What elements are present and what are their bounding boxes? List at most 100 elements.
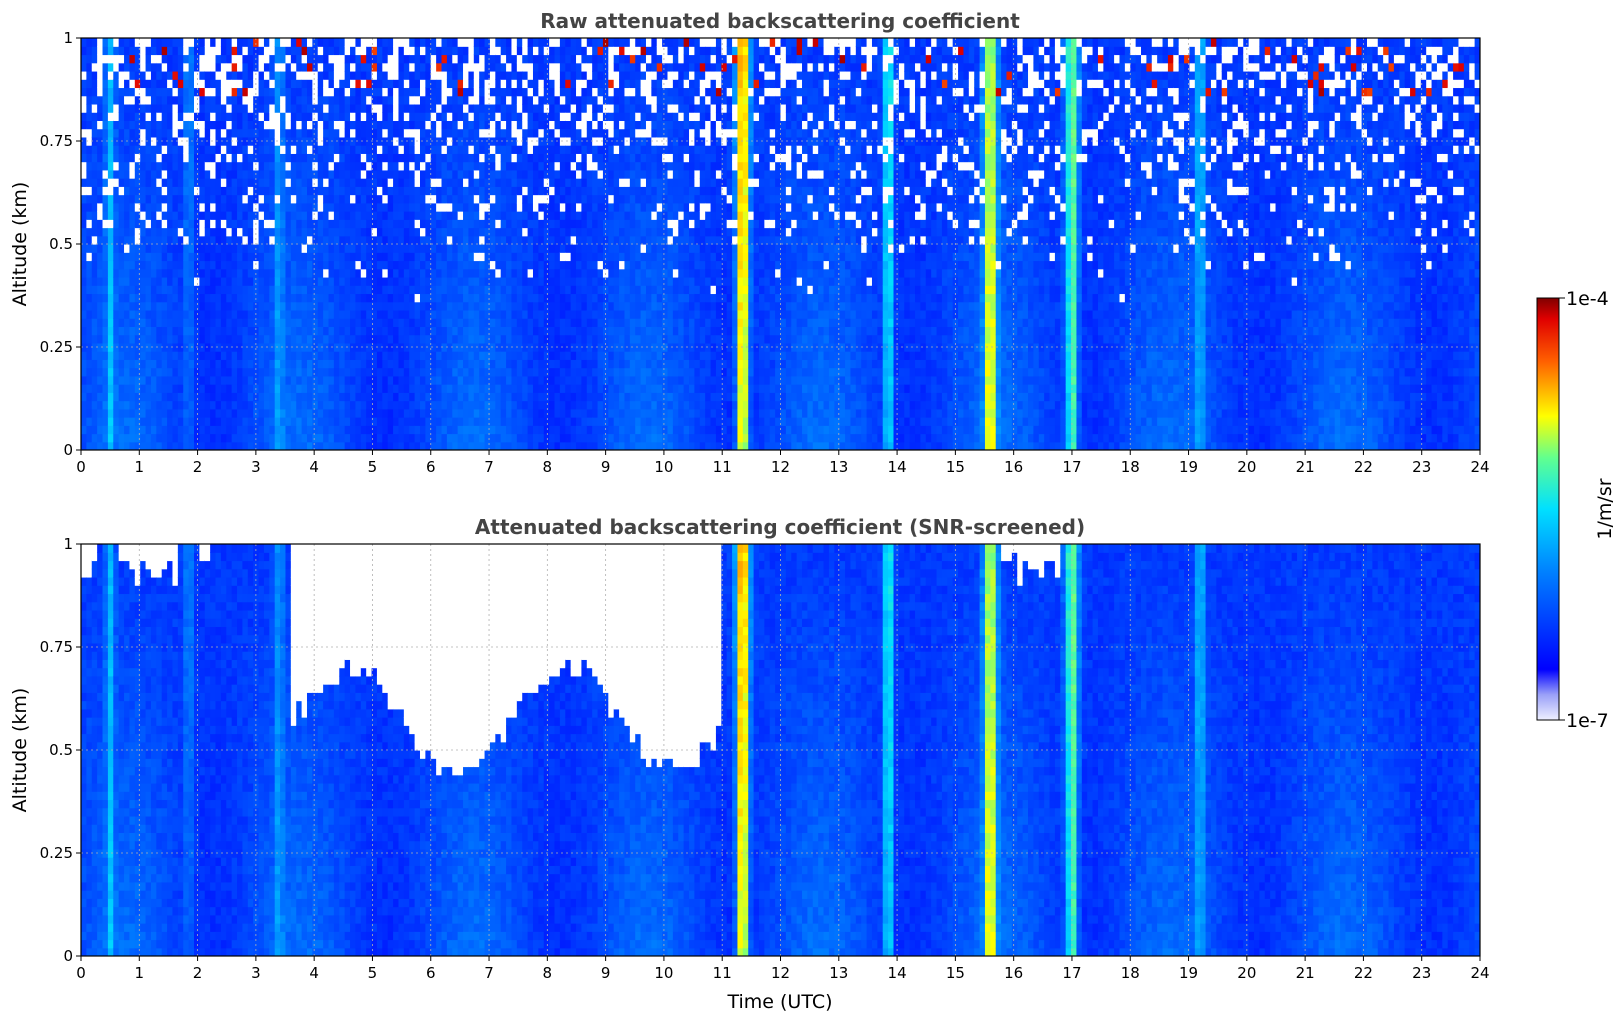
heatmap-cell xyxy=(479,79,486,89)
heatmap-cell xyxy=(188,268,195,278)
heatmap-cell xyxy=(430,285,437,295)
heatmap-cell xyxy=(522,375,529,385)
heatmap-cell xyxy=(204,95,211,105)
heatmap-cell xyxy=(161,79,168,89)
heatmap-cell xyxy=(339,95,346,105)
heatmap-cell xyxy=(124,408,131,418)
heatmap-cell xyxy=(495,301,502,311)
heatmap-cell xyxy=(204,46,211,56)
heatmap-cell xyxy=(312,408,319,418)
heatmap-cell xyxy=(371,425,378,435)
heatmap-cell xyxy=(172,367,179,377)
heatmap-cell xyxy=(290,145,297,154)
heatmap-cell xyxy=(188,417,195,426)
heatmap-cell xyxy=(527,87,534,97)
heatmap-cell xyxy=(366,235,373,245)
heatmap-cell xyxy=(538,276,545,286)
heatmap-cell xyxy=(425,219,432,229)
heatmap-cell xyxy=(333,425,340,435)
heatmap-cell xyxy=(247,70,254,80)
heatmap-cell xyxy=(500,62,507,72)
heatmap-cell xyxy=(371,38,378,47)
heatmap-cell xyxy=(527,211,534,220)
heatmap-cell xyxy=(565,400,572,410)
heatmap-cell xyxy=(81,244,87,253)
heatmap-cell xyxy=(403,384,410,393)
heatmap-cell xyxy=(532,301,539,311)
heatmap-cell xyxy=(409,194,416,204)
heatmap-cell xyxy=(446,38,453,47)
heatmap-cell xyxy=(360,112,367,121)
heatmap-cell xyxy=(204,433,211,443)
heatmap-cell xyxy=(91,153,98,163)
heatmap-cell xyxy=(247,301,254,311)
heatmap-cell xyxy=(226,268,233,278)
heatmap-cell xyxy=(140,425,147,435)
heatmap-cell xyxy=(403,120,410,130)
heatmap-cell xyxy=(210,178,217,187)
heatmap-cell xyxy=(522,227,529,237)
heatmap-cell xyxy=(210,326,217,336)
heatmap-cell xyxy=(425,178,432,187)
heatmap-cell xyxy=(430,359,437,369)
heatmap-cell xyxy=(446,342,453,352)
heatmap-cell xyxy=(549,367,556,377)
heatmap-cell xyxy=(452,169,459,179)
heatmap-cell xyxy=(237,178,244,187)
heatmap-cell xyxy=(479,285,486,295)
heatmap-cell xyxy=(382,211,389,220)
heatmap-cell xyxy=(204,441,211,450)
heatmap-cell xyxy=(156,342,163,352)
heatmap-cell xyxy=(102,161,109,171)
heatmap-cell xyxy=(511,334,518,344)
heatmap-cell xyxy=(118,433,125,443)
heatmap-cell xyxy=(549,244,556,253)
heatmap-cell xyxy=(124,227,131,237)
heatmap-cell xyxy=(247,235,254,245)
heatmap-cell xyxy=(194,425,200,435)
heatmap-cell xyxy=(107,194,114,204)
heatmap-cell xyxy=(538,359,545,369)
heatmap-cell xyxy=(576,301,583,311)
heatmap-cell xyxy=(344,433,351,443)
heatmap-cell xyxy=(592,309,599,319)
heatmap-cell xyxy=(355,136,362,146)
heatmap-cell xyxy=(376,46,383,56)
heatmap-cell xyxy=(387,260,394,270)
heatmap-cell xyxy=(452,136,459,146)
heatmap-cell xyxy=(592,145,599,154)
heatmap-cell xyxy=(570,128,577,138)
heatmap-cell xyxy=(312,244,319,253)
heatmap-cell xyxy=(118,178,125,187)
heatmap-cell xyxy=(113,367,120,377)
heatmap-cell xyxy=(489,417,496,426)
heatmap-cell xyxy=(156,417,163,426)
heatmap-cell xyxy=(382,260,389,270)
heatmap-cell xyxy=(489,309,496,319)
heatmap-cell xyxy=(210,417,217,426)
heatmap-cell xyxy=(543,202,550,212)
heatmap-cell xyxy=(274,112,281,121)
heatmap-cell xyxy=(597,359,604,369)
heatmap-cell xyxy=(129,70,136,80)
heatmap-cell xyxy=(382,276,389,286)
heatmap-cell xyxy=(586,276,593,286)
heatmap-cell xyxy=(317,425,324,435)
heatmap-cell xyxy=(484,62,491,72)
heatmap-cell xyxy=(522,318,529,327)
heatmap-cell xyxy=(339,244,346,253)
heatmap-cell xyxy=(86,268,93,278)
heatmap-cell xyxy=(489,161,496,171)
heatmap-cell xyxy=(516,54,523,64)
heatmap-cell xyxy=(194,318,200,327)
heatmap-cell xyxy=(150,38,157,47)
heatmap-cell xyxy=(226,169,233,179)
heatmap-cell xyxy=(511,351,518,360)
heatmap-cell xyxy=(538,408,545,418)
heatmap-cell xyxy=(543,252,550,262)
heatmap-cell xyxy=(446,268,453,278)
heatmap-cell xyxy=(280,309,287,319)
heatmap-cell xyxy=(145,367,152,377)
heatmap-cell xyxy=(527,38,534,47)
heatmap-cell xyxy=(134,392,141,402)
